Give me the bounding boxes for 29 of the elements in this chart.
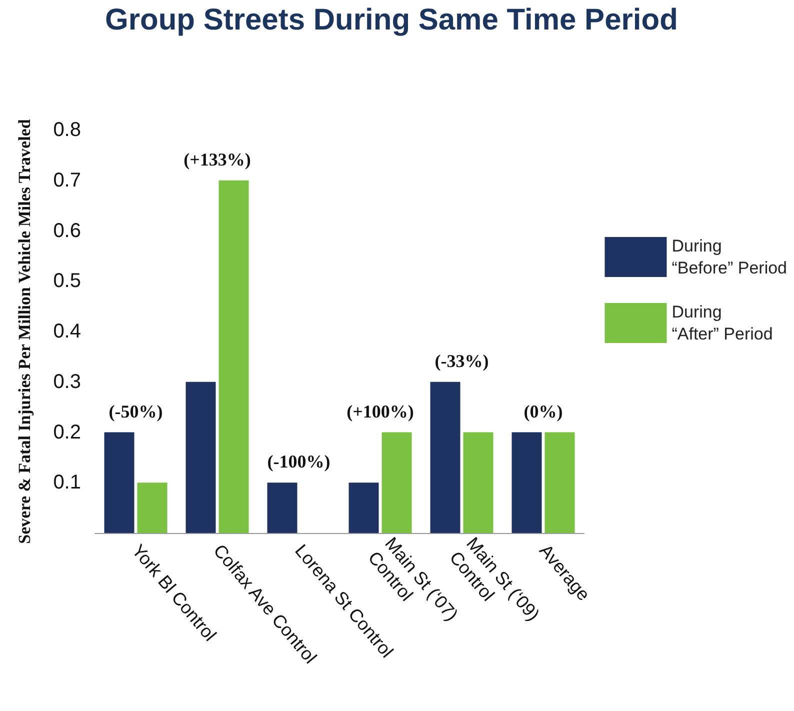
bar (348, 482, 379, 533)
annotation: (-100%) (267, 452, 330, 472)
y-tick-label: 0.1 (53, 472, 81, 494)
legend-label: During “After” Period (672, 302, 773, 344)
annotation: (+133%) (184, 149, 251, 170)
y-tick-label: 0.4 (53, 320, 81, 342)
bar (104, 432, 134, 533)
y-tick-label: 0.2 (53, 421, 81, 444)
y-tick-label: 0.6 (53, 220, 81, 242)
y-axis-title: Severe & Fatal Injuries Per Million Vehicle Miles Traveled (15, 118, 34, 544)
y-tick-label: 0.5 (53, 270, 81, 292)
bar (137, 482, 168, 533)
bar (512, 432, 542, 533)
bar (218, 180, 249, 533)
annotation: (+100%) (346, 401, 414, 422)
bar (186, 382, 216, 533)
y-tick-label: 0.3 (53, 370, 81, 393)
bar (267, 482, 298, 533)
legend-label: During “Before” Period (672, 236, 788, 278)
y-tick-label: 0.8 (53, 119, 81, 141)
y-tick-label: 0.7 (53, 169, 81, 192)
annotation: (-50%) (108, 401, 163, 422)
bar (382, 432, 412, 533)
annotation: (0%) (524, 401, 563, 422)
bar (544, 432, 575, 533)
annotation: (-33%) (434, 350, 489, 371)
bar (430, 382, 460, 533)
chart-title: Group Streets During Same Time Period (105, 4, 678, 36)
bar (463, 432, 494, 533)
